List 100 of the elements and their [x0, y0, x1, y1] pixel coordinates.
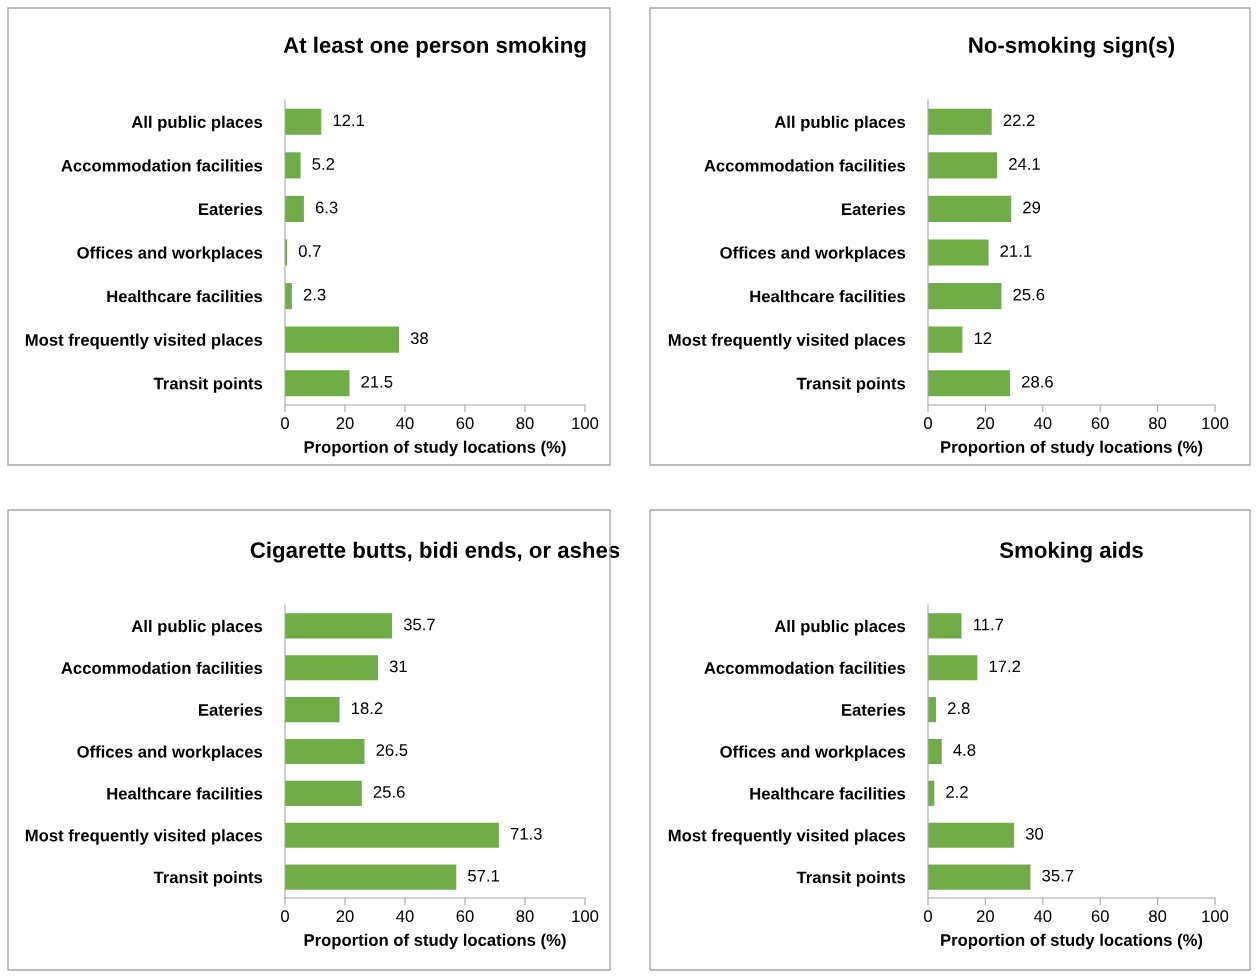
bar [928, 239, 989, 266]
x-tick-label: 20 [976, 417, 995, 430]
x-tick-label: 40 [1033, 910, 1052, 923]
x-tick-label: 0 [281, 417, 289, 430]
y-tick-label: Accommodation facilities [704, 661, 906, 674]
y-tick-label: Transit points [796, 871, 906, 887]
data-label: 22.2 [1003, 114, 1035, 127]
y-tick-label: Healthcare facilities [750, 787, 906, 800]
y-tick-label: Healthcare facilities [750, 290, 906, 303]
bar [285, 195, 304, 222]
bar [928, 613, 962, 639]
x-axis-title: Proportion of study locations (%) [941, 933, 1203, 950]
data-label: 12.1 [333, 114, 365, 127]
y-tick-label: Transit points [796, 377, 906, 393]
y-tick-label: Most frequently visited places [668, 829, 906, 845]
x-tick-label: 80 [516, 417, 534, 430]
data-label: 17.2 [989, 660, 1021, 673]
data-label: 35.7 [403, 618, 435, 631]
bar [285, 864, 457, 890]
bar [285, 822, 499, 848]
bar [285, 370, 350, 397]
chart-title: Cigarette butts, bidi ends, or ashes [250, 541, 620, 563]
x-tick-label: 20 [336, 417, 354, 430]
x-tick-label: 20 [976, 910, 995, 923]
bar [928, 370, 1011, 397]
data-label: 2.8 [947, 702, 970, 715]
x-tick-label: 100 [572, 910, 599, 923]
chart-title: At least one person smoking [283, 36, 586, 58]
bar [285, 780, 362, 806]
bar [285, 738, 365, 765]
x-axis-title: Proportion of study locations (%) [941, 440, 1203, 457]
bar [285, 108, 322, 135]
y-tick-label: Offices and workplaces [720, 246, 906, 262]
bar [285, 655, 378, 681]
x-tick-label: 0 [924, 910, 932, 923]
data-label: 29 [1023, 201, 1041, 214]
data-label: 25.6 [1013, 288, 1045, 301]
bar [928, 283, 1002, 310]
data-label: 12 [974, 332, 992, 344]
data-label: 5.2 [312, 158, 335, 170]
data-label: 57.1 [468, 869, 500, 882]
data-label: 30 [1025, 827, 1044, 840]
y-tick-label: Transit points [153, 377, 263, 393]
data-label: 0.7 [298, 245, 321, 257]
x-tick-label: 100 [1202, 910, 1229, 923]
data-label: 25.6 [373, 786, 405, 798]
x-tick-label: 80 [516, 910, 534, 923]
y-tick-label: Most frequently visited places [668, 333, 906, 350]
x-tick-label: 0 [924, 417, 932, 430]
bar [285, 152, 301, 179]
data-label: 11.7 [973, 618, 1004, 631]
x-tick-label: 80 [1149, 910, 1167, 923]
y-tick-label: All public places [774, 115, 906, 132]
data-label: 26.5 [376, 744, 408, 756]
y-tick-label: Most frequently visited places [25, 333, 263, 350]
data-label: 21.5 [361, 375, 393, 388]
data-label: 4.8 [953, 744, 976, 756]
y-tick-label: Healthcare facilities [107, 290, 263, 303]
y-tick-label: All public places [774, 619, 906, 636]
x-tick-label: 60 [456, 417, 474, 430]
y-tick-label: Healthcare facilities [107, 787, 263, 800]
data-label: 18.2 [351, 702, 383, 715]
bar [928, 864, 1031, 890]
y-tick-label: Eateries [842, 703, 906, 716]
y-tick-label: Offices and workplaces [720, 745, 906, 761]
x-tick-label: 60 [1091, 417, 1109, 430]
x-tick-label: 40 [396, 417, 414, 430]
data-label: 24.1 [1009, 158, 1040, 170]
y-tick-label: Accommodation facilities [61, 661, 263, 674]
x-tick-label: 80 [1149, 417, 1167, 430]
bar [285, 326, 399, 353]
y-tick-label: Eateries [199, 202, 263, 216]
y-tick-label: Eateries [199, 703, 263, 716]
x-tick-label: 100 [1202, 417, 1229, 430]
data-label: 38 [410, 332, 428, 345]
bar [285, 697, 340, 723]
bar [928, 822, 1015, 848]
data-label: 31 [389, 660, 407, 673]
x-tick-label: 100 [572, 417, 599, 430]
data-label: 28.6 [1022, 375, 1053, 388]
data-label: 2.3 [303, 288, 326, 301]
bar [928, 195, 1012, 222]
x-tick-label: 0 [281, 910, 289, 923]
data-label: 6.3 [315, 201, 338, 214]
bar [928, 152, 998, 179]
data-label: 71.3 [510, 827, 542, 840]
y-tick-label: Accommodation facilities [61, 159, 263, 172]
x-tick-label: 20 [336, 910, 354, 923]
chart-title: Smoking aids [999, 541, 1143, 563]
x-axis-title: Proportion of study locations (%) [304, 933, 566, 950]
x-tick-label: 60 [1091, 910, 1109, 923]
y-tick-label: Eateries [842, 202, 906, 216]
x-axis-title: Proportion of study locations (%) [304, 440, 566, 457]
y-tick-label: Most frequently visited places [25, 829, 263, 845]
y-tick-label: Offices and workplaces [77, 745, 263, 761]
y-tick-label: All public places [131, 619, 263, 636]
y-tick-label: Offices and workplaces [77, 246, 263, 262]
y-tick-label: Transit points [153, 871, 263, 887]
data-label: 21.1 [1000, 245, 1032, 257]
data-label: 2.2 [946, 786, 968, 798]
